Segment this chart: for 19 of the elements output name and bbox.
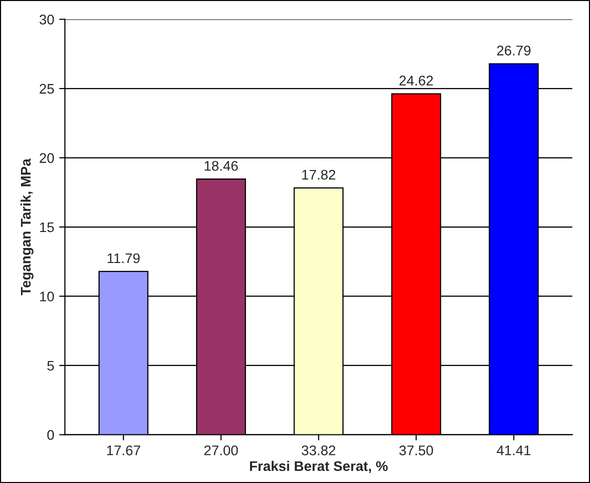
y-tick-label: 5 (47, 360, 54, 371)
x-tick-label: 27.00 (204, 445, 238, 456)
x-tick-label: 37.50 (399, 445, 434, 456)
data-label: 24.62 (400, 76, 433, 86)
x-tick-label: 41.41 (496, 446, 530, 456)
data-label: 17.82 (302, 170, 336, 180)
y-tick-label: 10 (40, 292, 54, 302)
y-tick-label: 30 (40, 14, 54, 24)
y-tick-label: 15 (40, 222, 54, 232)
y-tick-label: 20 (40, 153, 54, 163)
data-label: 26.79 (497, 46, 530, 56)
x-tick-label: 17.67 (107, 445, 140, 456)
data-label: 11.79 (108, 253, 140, 264)
y-tick-label: 25 (40, 84, 54, 94)
y-axis-title: Tegangan Tarik, MPa (20, 158, 34, 296)
data-label: 18.46 (204, 160, 238, 171)
y-tick-label: 0 (47, 430, 54, 440)
x-tick-label: 33.82 (302, 445, 336, 456)
x-axis-title: Fraksi Berat Serat, % (250, 460, 388, 474)
